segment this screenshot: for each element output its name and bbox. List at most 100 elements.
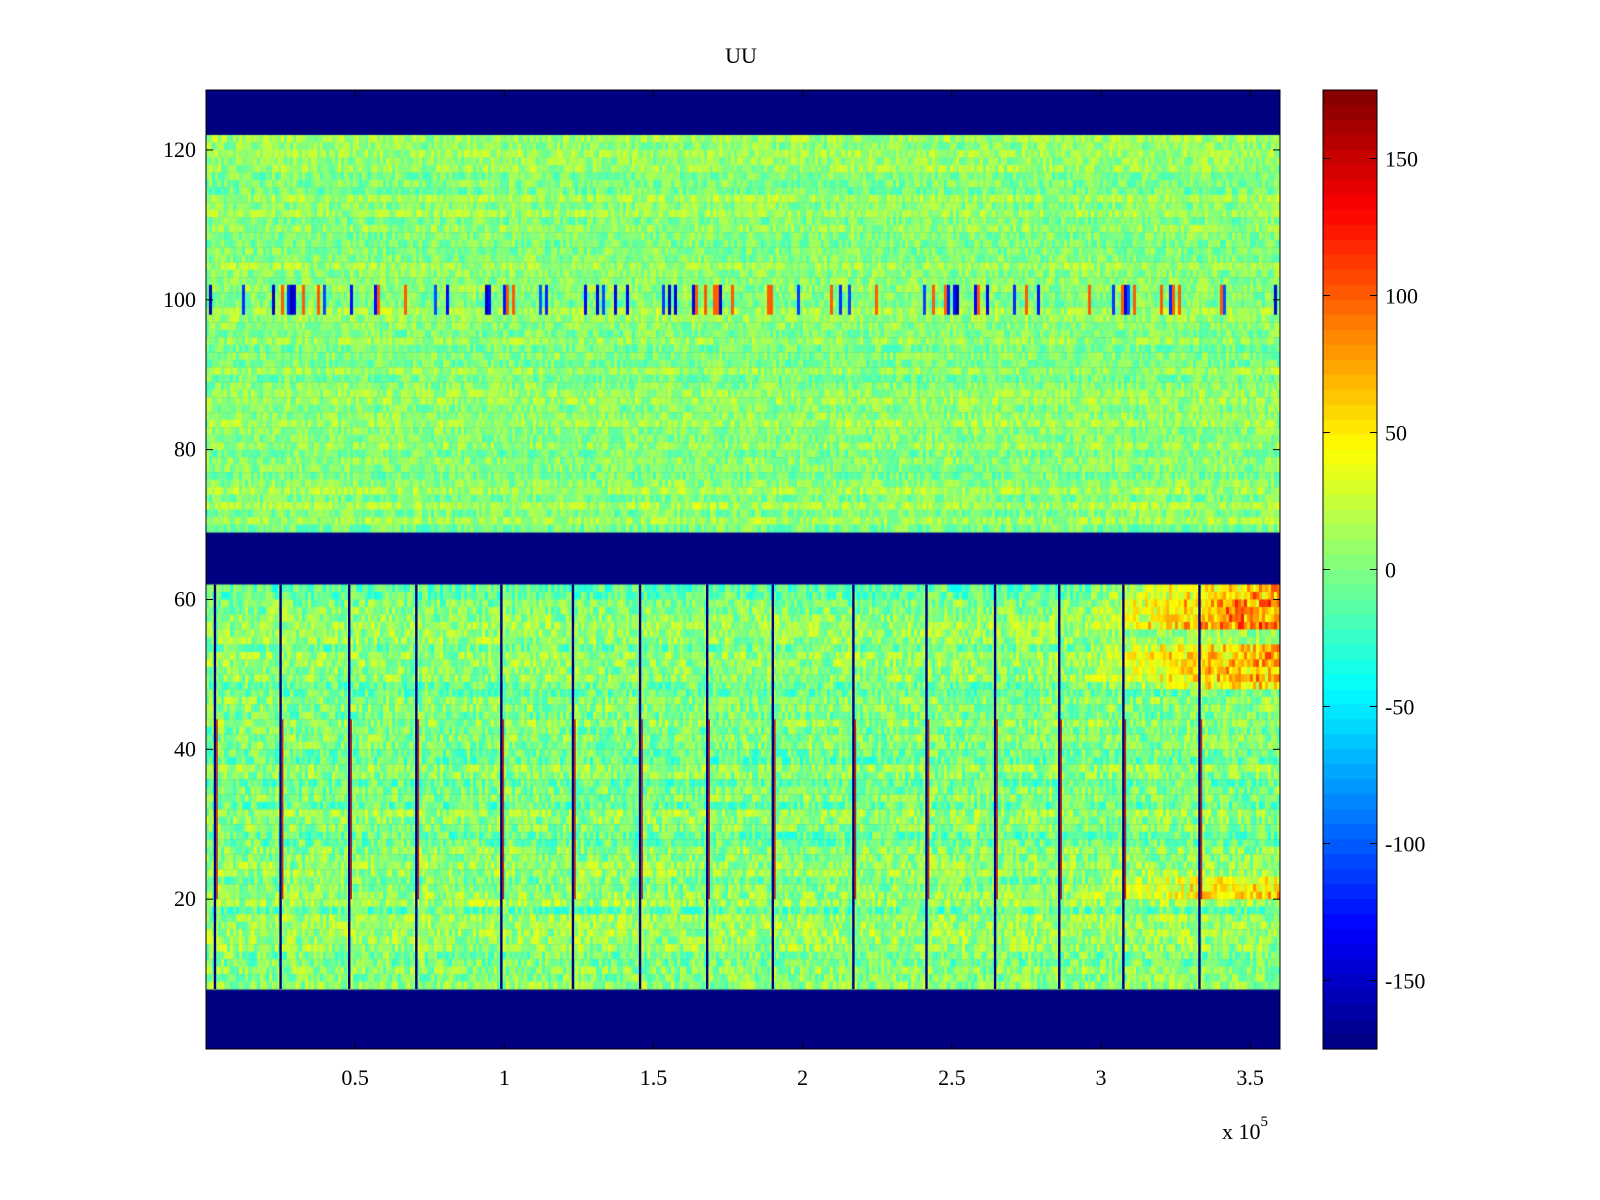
colorbar-segment xyxy=(1323,929,1377,945)
colorbar-segment xyxy=(1323,269,1377,286)
colorbar-segment xyxy=(1323,704,1377,720)
colorbar-segment xyxy=(1323,1034,1377,1050)
artifact-column-edge xyxy=(574,719,576,900)
artifact-column xyxy=(213,584,217,990)
y-tick-label: 80 xyxy=(174,437,196,462)
colorbar-segment xyxy=(1323,719,1377,735)
colorbar-segment xyxy=(1323,90,1377,106)
colorbar-segment xyxy=(1323,149,1377,166)
colorbar-segment xyxy=(1323,584,1377,601)
artifact-column xyxy=(571,584,575,990)
colorbar-segment xyxy=(1323,179,1377,196)
colorbar-segment xyxy=(1323,404,1377,421)
colorbar-segment xyxy=(1323,1004,1377,1020)
colorbar-segment xyxy=(1323,614,1377,631)
x-tick-label: 3 xyxy=(1096,1065,1107,1090)
artifact-column-edge xyxy=(502,719,505,900)
artifact-column-edge xyxy=(1200,719,1203,900)
colorbar-segment xyxy=(1323,884,1377,900)
y-axis: 20 40 60 80 100 120 xyxy=(163,137,1280,911)
colorbar-segment xyxy=(1323,554,1377,571)
colorbar-segment xyxy=(1323,644,1377,661)
colorbar-segment xyxy=(1323,284,1377,301)
colorbar-segment xyxy=(1323,449,1377,466)
colorbar-segment xyxy=(1323,989,1377,1005)
colorbar: 150 100 50 0 -50 -100 -150 xyxy=(1322,89,1425,1050)
artifact-column xyxy=(348,584,351,990)
heatmap-plot-area xyxy=(206,90,1280,1049)
colorbar-tick-label: 50 xyxy=(1385,421,1407,446)
x-tick-label: 1 xyxy=(499,1065,510,1090)
colorbar-segment xyxy=(1323,914,1377,930)
colorbar-segment xyxy=(1323,869,1377,885)
colorbar-segment xyxy=(1323,794,1377,810)
artifact-column xyxy=(415,584,418,990)
colorbar-segment xyxy=(1323,629,1377,646)
artifact-column-edge xyxy=(996,719,998,900)
colorbar-segment xyxy=(1323,374,1377,391)
x-tick-label: 2 xyxy=(797,1065,808,1090)
colorbar-segment xyxy=(1323,389,1377,406)
x-axis-multiplier-exponent: 5 xyxy=(1261,1114,1269,1130)
artifact-column xyxy=(706,584,709,990)
artifact-column xyxy=(279,584,282,990)
colorbar-segment xyxy=(1323,359,1377,376)
colorbar-segment xyxy=(1323,824,1377,840)
colorbar-segment xyxy=(1323,899,1377,915)
colorbar-segment xyxy=(1323,1019,1377,1035)
colorbar-segment xyxy=(1323,854,1377,870)
colorbar-segment xyxy=(1323,944,1377,960)
artifact-column-edge xyxy=(641,719,643,900)
artifact-column-edge xyxy=(417,719,420,900)
artifact-column-edge xyxy=(927,719,930,900)
chart-title: UU xyxy=(725,43,757,68)
artifact-column xyxy=(1122,584,1125,990)
x-tick-label: 2.5 xyxy=(938,1065,966,1090)
artifact-column xyxy=(638,584,642,990)
artifact-column xyxy=(1198,584,1201,990)
colorbar-segment xyxy=(1323,569,1377,586)
artifact-column-edge xyxy=(1124,719,1127,900)
artifact-column-edge xyxy=(854,719,857,900)
x-axis: 0.5 1 1.5 2 2.5 3 3.5 xyxy=(341,90,1264,1090)
y-tick-label: 60 xyxy=(174,586,196,611)
colorbar-segment xyxy=(1323,839,1377,855)
colorbar-segment xyxy=(1323,464,1377,481)
artifact-column xyxy=(993,584,997,990)
x-axis-multiplier-base: x 10 xyxy=(1222,1119,1261,1144)
colorbar-segment xyxy=(1323,809,1377,825)
colorbar-segment xyxy=(1323,764,1377,780)
plot-frame xyxy=(205,89,1281,1050)
colorbar-segment xyxy=(1323,659,1377,675)
y-tick-label: 20 xyxy=(174,886,196,911)
colorbar-segment xyxy=(1323,254,1377,271)
colorbar-tick-label: -50 xyxy=(1385,695,1414,720)
colorbar-segment xyxy=(1323,749,1377,765)
artifact-column xyxy=(771,584,775,990)
x-axis-multiplier: x 105 xyxy=(1222,1114,1268,1144)
colorbar-segment xyxy=(1323,164,1377,181)
colorbar-segment xyxy=(1323,779,1377,795)
colorbar-segment xyxy=(1323,689,1377,705)
colorbar-tick-label: -150 xyxy=(1385,969,1425,994)
colorbar-segment xyxy=(1323,119,1377,136)
colorbar-segment xyxy=(1323,104,1377,121)
colorbar-segment xyxy=(1323,329,1377,346)
artifact-column xyxy=(1058,584,1061,990)
colorbar-segment xyxy=(1323,434,1377,451)
colorbar-segment xyxy=(1323,524,1377,541)
colorbar-segment xyxy=(1323,299,1377,316)
x-tick-label: 0.5 xyxy=(341,1065,369,1090)
y-tick-label: 40 xyxy=(174,736,196,761)
colorbar-segment xyxy=(1323,479,1377,496)
colorbar-tick-label: 0 xyxy=(1385,558,1396,583)
colorbar-tick-label: 100 xyxy=(1385,284,1418,309)
x-tick-label: 3.5 xyxy=(1236,1065,1264,1090)
colorbar-segment xyxy=(1323,194,1377,211)
colorbar-segment xyxy=(1323,134,1377,151)
artifact-column xyxy=(852,584,855,990)
colorbar-segment xyxy=(1323,314,1377,331)
colorbar-segment xyxy=(1323,539,1377,556)
colorbar-segment xyxy=(1323,224,1377,241)
